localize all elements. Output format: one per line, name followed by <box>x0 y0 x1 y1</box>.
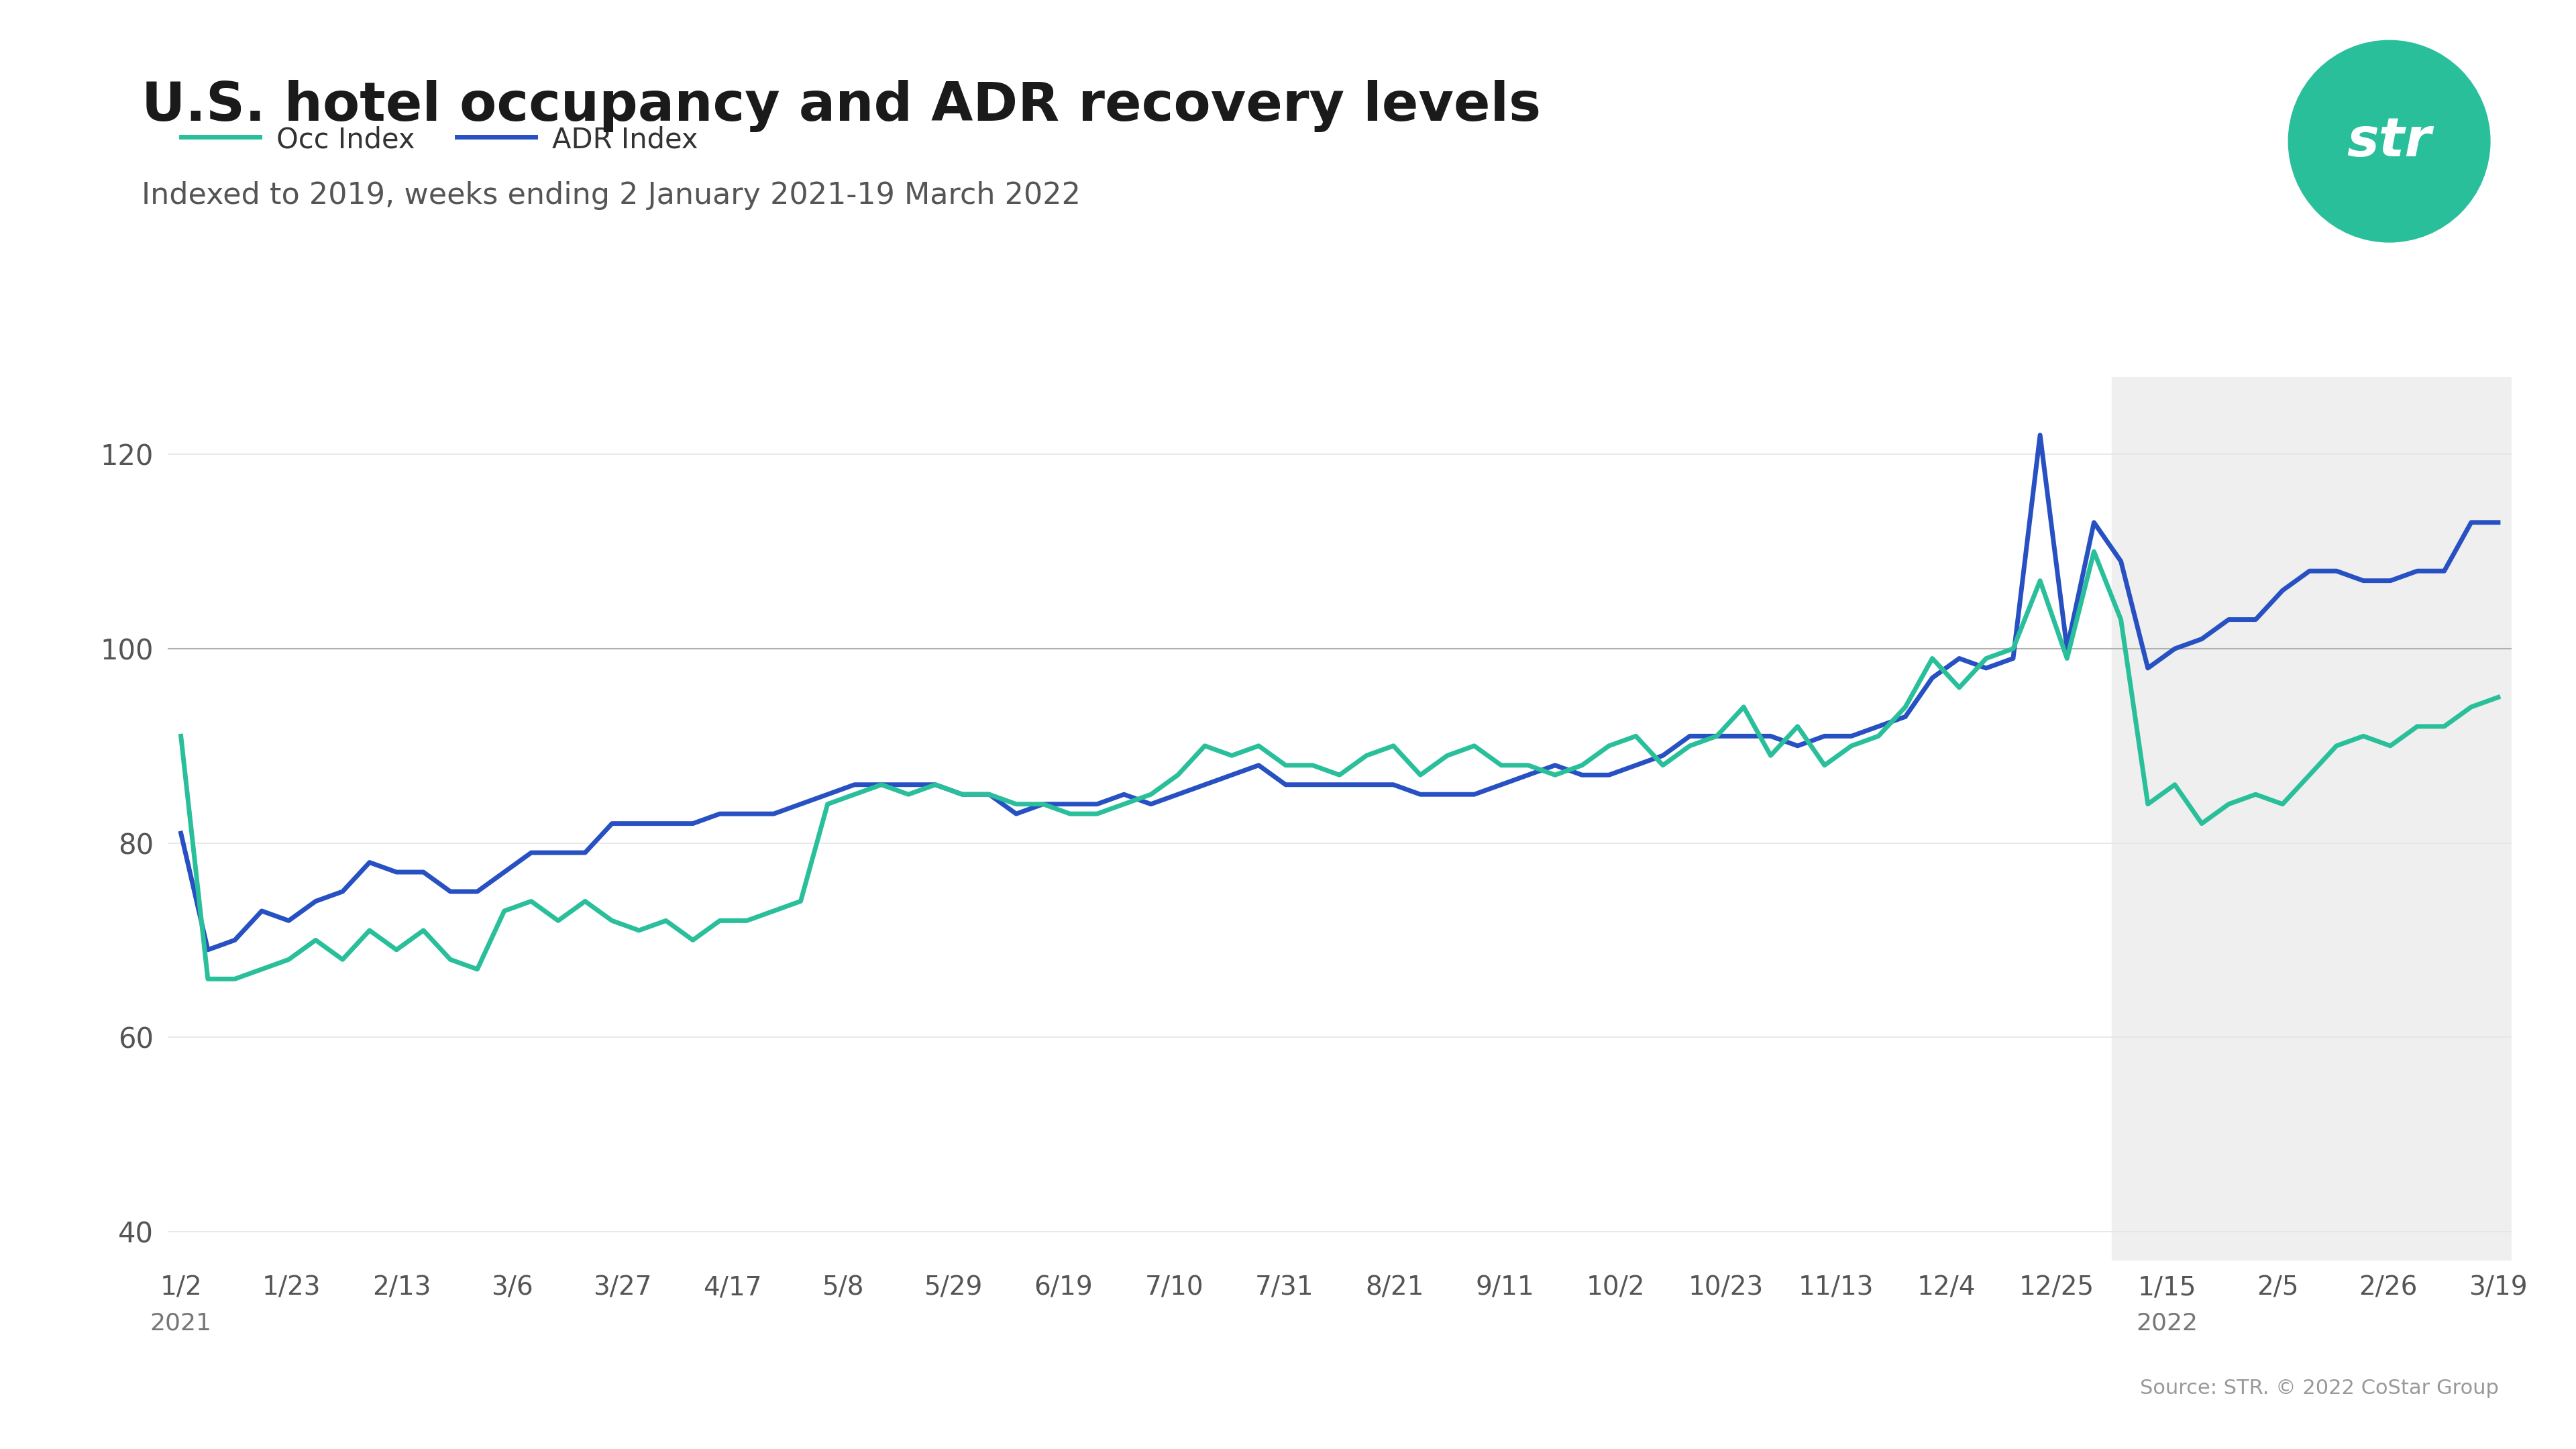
Occ Index <box>1350 746 1381 764</box>
Occ Index <box>2483 688 2514 706</box>
Circle shape <box>2287 41 2491 242</box>
Occ Index <box>2105 611 2136 629</box>
ADR Index <box>569 843 600 861</box>
ADR Index <box>866 777 896 794</box>
Occ Index <box>866 777 896 794</box>
ADR Index <box>2483 514 2514 532</box>
ADR Index <box>2025 426 2056 443</box>
ADR Index <box>703 806 734 823</box>
ADR Index <box>2105 552 2136 569</box>
Occ Index <box>193 971 224 988</box>
Occ Index <box>703 911 734 929</box>
Text: 2021: 2021 <box>149 1311 211 1335</box>
Line: Occ Index: Occ Index <box>180 552 2499 980</box>
Occ Index <box>2079 543 2110 561</box>
Text: Indexed to 2019, weeks ending 2 January 2021-19 March 2022: Indexed to 2019, weeks ending 2 January … <box>142 181 1082 210</box>
Line: ADR Index: ADR Index <box>180 435 2499 949</box>
Occ Index <box>1162 767 1193 784</box>
Legend: Occ Index, ADR Index: Occ Index, ADR Index <box>180 126 698 154</box>
Bar <box>2112 377 2512 1261</box>
Text: U.S. hotel occupancy and ADR recovery levels: U.S. hotel occupancy and ADR recovery le… <box>142 80 1540 132</box>
Text: Source: STR. © 2022 CoStar Group: Source: STR. © 2022 CoStar Group <box>2141 1379 2499 1398</box>
ADR Index <box>1350 777 1381 794</box>
ADR Index <box>1162 785 1193 803</box>
Text: 2022: 2022 <box>2136 1311 2197 1335</box>
Occ Index <box>165 727 196 745</box>
Occ Index <box>569 893 600 910</box>
ADR Index <box>165 824 196 842</box>
Text: str: str <box>2347 114 2432 168</box>
ADR Index <box>193 940 224 958</box>
